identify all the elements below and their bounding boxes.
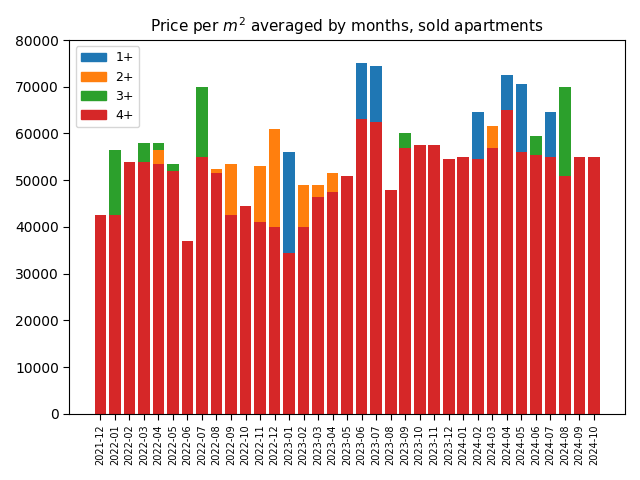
Bar xyxy=(371,122,382,414)
Bar xyxy=(196,157,208,414)
Bar xyxy=(530,155,541,414)
Legend: 1+, 2+, 3+, 4+: 1+, 2+, 3+, 4+ xyxy=(76,46,139,127)
Bar xyxy=(573,157,585,414)
Bar xyxy=(196,87,208,157)
Bar xyxy=(152,164,164,414)
Bar xyxy=(559,176,571,414)
Bar xyxy=(269,227,280,414)
Bar xyxy=(472,112,484,159)
Bar xyxy=(399,133,411,147)
Bar xyxy=(167,164,179,171)
Bar xyxy=(458,157,469,414)
Bar xyxy=(182,241,193,414)
Bar xyxy=(486,145,498,147)
Bar xyxy=(298,185,309,227)
Bar xyxy=(486,126,498,147)
Title: Price per $m^2$ averaged by months, sold apartments: Price per $m^2$ averaged by months, sold… xyxy=(150,15,544,36)
Bar xyxy=(298,227,309,414)
Bar xyxy=(138,143,150,161)
Bar xyxy=(284,152,295,252)
Bar xyxy=(327,173,339,192)
Bar xyxy=(138,161,150,414)
Bar xyxy=(109,150,121,215)
Bar xyxy=(152,143,164,164)
Bar xyxy=(385,190,397,414)
Bar xyxy=(559,87,571,176)
Bar xyxy=(284,252,295,414)
Bar xyxy=(269,129,280,227)
Bar xyxy=(516,106,527,152)
Bar xyxy=(95,215,106,414)
Bar xyxy=(472,159,484,414)
Bar xyxy=(211,173,222,414)
Bar xyxy=(341,176,353,414)
Bar xyxy=(545,112,556,157)
Bar xyxy=(356,63,367,120)
Bar xyxy=(109,215,121,414)
Bar xyxy=(167,171,179,414)
Bar xyxy=(124,161,135,414)
Bar xyxy=(211,168,222,173)
Bar xyxy=(356,120,367,414)
Bar xyxy=(516,84,527,152)
Bar xyxy=(530,136,541,155)
Bar xyxy=(240,206,252,414)
Bar xyxy=(399,147,411,414)
Bar xyxy=(443,159,454,414)
Bar xyxy=(516,152,527,414)
Bar xyxy=(501,110,513,414)
Bar xyxy=(414,145,426,414)
Bar xyxy=(501,75,513,110)
Bar xyxy=(588,157,600,414)
Bar xyxy=(269,157,280,227)
Bar xyxy=(152,150,164,164)
Bar xyxy=(312,185,324,197)
Bar xyxy=(312,197,324,414)
Bar xyxy=(327,192,339,414)
Bar xyxy=(428,145,440,414)
Bar xyxy=(225,164,237,215)
Bar xyxy=(486,147,498,414)
Bar xyxy=(254,166,266,222)
Bar xyxy=(545,157,556,414)
Bar xyxy=(371,66,382,122)
Bar xyxy=(225,215,237,414)
Bar xyxy=(254,222,266,414)
